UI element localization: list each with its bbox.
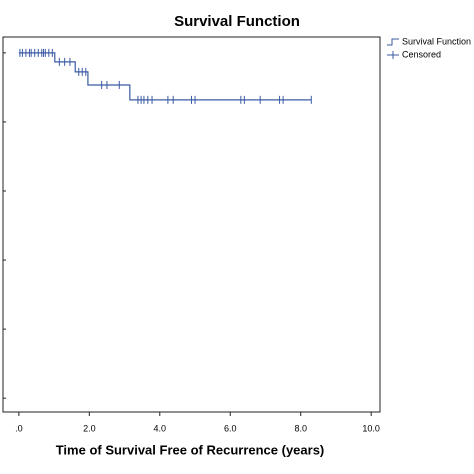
- x-tick-label: 2.0: [83, 423, 96, 433]
- x-axis-label: Time of Survival Free of Recurrence (yea…: [56, 442, 325, 457]
- x-tick-label: 4.0: [154, 423, 167, 433]
- x-tick-label: .0: [15, 423, 23, 433]
- x-tick-label: 10.0: [362, 423, 380, 433]
- chart-title: Survival Function: [174, 13, 300, 30]
- x-tick-label: 6.0: [224, 423, 237, 433]
- legend-label: Survival Function: [402, 36, 471, 46]
- plot-frame: [2, 36, 381, 413]
- legend-icon: [387, 51, 399, 59]
- x-tick-label: 8.0: [294, 423, 307, 433]
- legend-icon: [387, 38, 399, 46]
- legend-label: Censored: [402, 49, 441, 59]
- survival-line: [18, 52, 312, 101]
